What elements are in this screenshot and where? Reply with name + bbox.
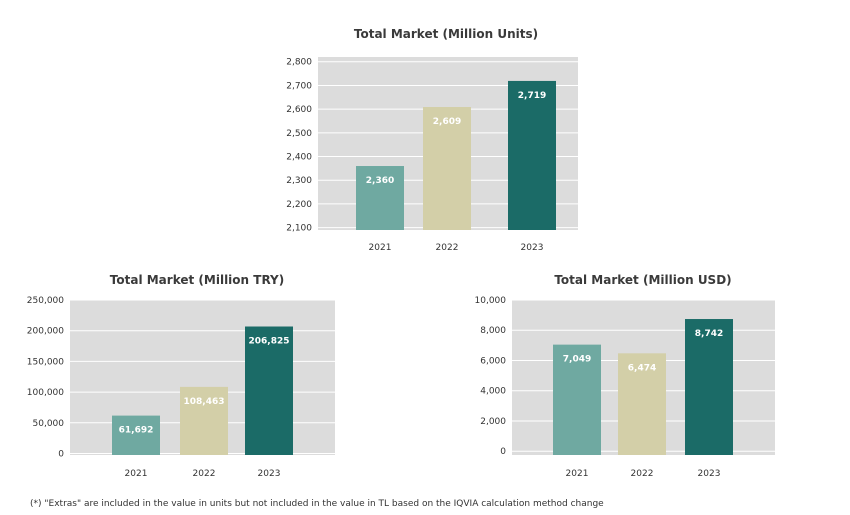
x-tick-label: 2023 — [258, 469, 281, 479]
y-tick-label: 6,000 — [480, 356, 506, 366]
footnote: (*) "Extras" are included in the value i… — [30, 499, 604, 509]
y-tick-label: 4,000 — [480, 387, 506, 397]
y-tick-label: 2,200 — [286, 200, 312, 210]
data-label: 61,692 — [119, 426, 154, 436]
x-tick-label: 2022 — [436, 243, 459, 253]
bar-2021 — [112, 415, 160, 455]
y-tick-label: 0 — [58, 449, 64, 459]
chart-title: Total Market (Million Units) — [354, 27, 538, 41]
chart-try: Total Market (Million TRY) 0 50,000 100,000… — [20, 265, 350, 485]
data-label: 2,360 — [366, 176, 394, 186]
chart-title: Total Market (Million TRY) — [110, 273, 284, 287]
y-tick-label: 200,000 — [27, 327, 64, 337]
x-tick-label: 2023 — [521, 243, 544, 253]
y-tick-label: 0 — [500, 447, 506, 457]
y-tick-label: 2,500 — [286, 129, 312, 139]
bar-2021 — [553, 344, 601, 455]
x-tick-label: 2021 — [566, 469, 589, 479]
y-tick-label: 2,400 — [286, 153, 312, 163]
bar-2022 — [423, 107, 471, 230]
chart-svg: Total Market (Million TRY) 0 50,000 100,000… — [27, 273, 335, 479]
data-label: 6,474 — [628, 363, 656, 373]
bar-2022 — [180, 386, 228, 455]
chart-svg: Total Market (Million USD) 0 2,000 4,000 6,0… — [475, 273, 775, 479]
y-tick-label: 10,000 — [475, 296, 507, 306]
data-label: 206,825 — [249, 337, 290, 347]
y-tick-label: 250,000 — [27, 296, 64, 306]
data-label: 108,463 — [184, 397, 225, 407]
x-tick-label: 2022 — [631, 469, 654, 479]
x-tick-label: 2021 — [125, 469, 148, 479]
data-label: 8,742 — [695, 329, 723, 339]
y-tick-label: 2,100 — [286, 224, 312, 234]
y-tick-label: 2,800 — [286, 58, 312, 68]
data-label: 2,609 — [433, 117, 461, 127]
chart-units: Total Market (Million Units) 2,100 2,200 2,… — [270, 20, 590, 260]
y-tick-label: 150,000 — [27, 357, 64, 367]
bar-2021 — [356, 166, 404, 230]
y-tick-label: 2,700 — [286, 81, 312, 91]
x-tick-label: 2022 — [193, 469, 216, 479]
bar-2022 — [618, 353, 666, 455]
chart-usd: Total Market (Million USD) 0 2,000 4,000 6,0… — [465, 265, 795, 485]
y-tick-label: 2,300 — [286, 176, 312, 186]
chart-svg: Total Market (Million Units) 2,100 2,200 2,… — [286, 27, 578, 253]
x-tick-label: 2023 — [698, 469, 721, 479]
bar-2023 — [245, 326, 293, 455]
y-tick-label: 2,000 — [480, 417, 506, 427]
bar-2023 — [685, 319, 733, 455]
chart-title: Total Market (Million USD) — [554, 273, 731, 287]
x-tick-label: 2021 — [369, 243, 392, 253]
y-tick-label: 2,600 — [286, 105, 312, 115]
y-tick-label: 50,000 — [33, 419, 65, 429]
y-tick-label: 8,000 — [480, 326, 506, 336]
data-label: 7,049 — [563, 355, 591, 365]
bar-2023 — [508, 80, 556, 231]
y-tick-label: 100,000 — [27, 388, 64, 398]
data-label: 2,719 — [518, 91, 546, 101]
